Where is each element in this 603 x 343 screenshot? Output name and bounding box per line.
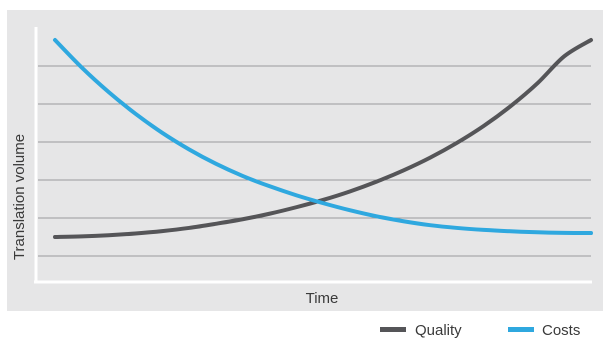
legend: Quality Costs — [380, 322, 580, 339]
plot-background — [7, 10, 603, 311]
grid-lines — [38, 65, 591, 257]
legend-swatch-costs — [508, 327, 534, 332]
series-line-quality — [53, 38, 593, 239]
series-layer — [53, 38, 593, 239]
legend-swatch-quality — [380, 327, 406, 332]
legend-label-quality: Quality — [415, 322, 462, 338]
y-axis-label: Translation volume — [11, 134, 28, 260]
legend-label-costs: Costs — [542, 322, 580, 338]
x-axis-label: Time — [306, 290, 339, 307]
series-line-costs — [53, 38, 593, 236]
